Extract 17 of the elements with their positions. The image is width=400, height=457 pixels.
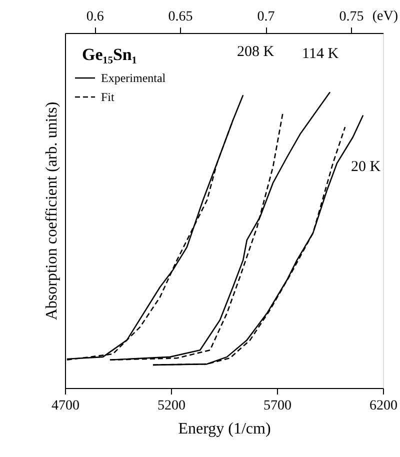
legend-label: Fit [101,90,116,104]
text: 208 K [237,44,274,60]
x-tick-label: 6200 [370,398,398,414]
y-axis-title: Absorption coefficient (arb. units) [44,102,60,320]
x-tick-label: 4700 [52,398,80,414]
x2-tick-label: 0.65 [168,10,193,24]
x2-tick-label: 0.6 [86,10,104,24]
x-tick-label: 5200 [158,398,186,414]
x2-axis-title: (eV) [372,9,398,24]
legend-label: Experimental [101,71,166,85]
text: 114 K [302,46,339,62]
x2-tick-label: 0.7 [257,10,275,24]
text: Ge₁₅Sn₁ [82,45,137,64]
x-axis-title: Energy (1/cm) [178,420,271,438]
x-tick-label: 5700 [264,398,292,414]
x2-tick-label: 0.75 [339,10,364,24]
annotation: 20 K [351,159,381,175]
